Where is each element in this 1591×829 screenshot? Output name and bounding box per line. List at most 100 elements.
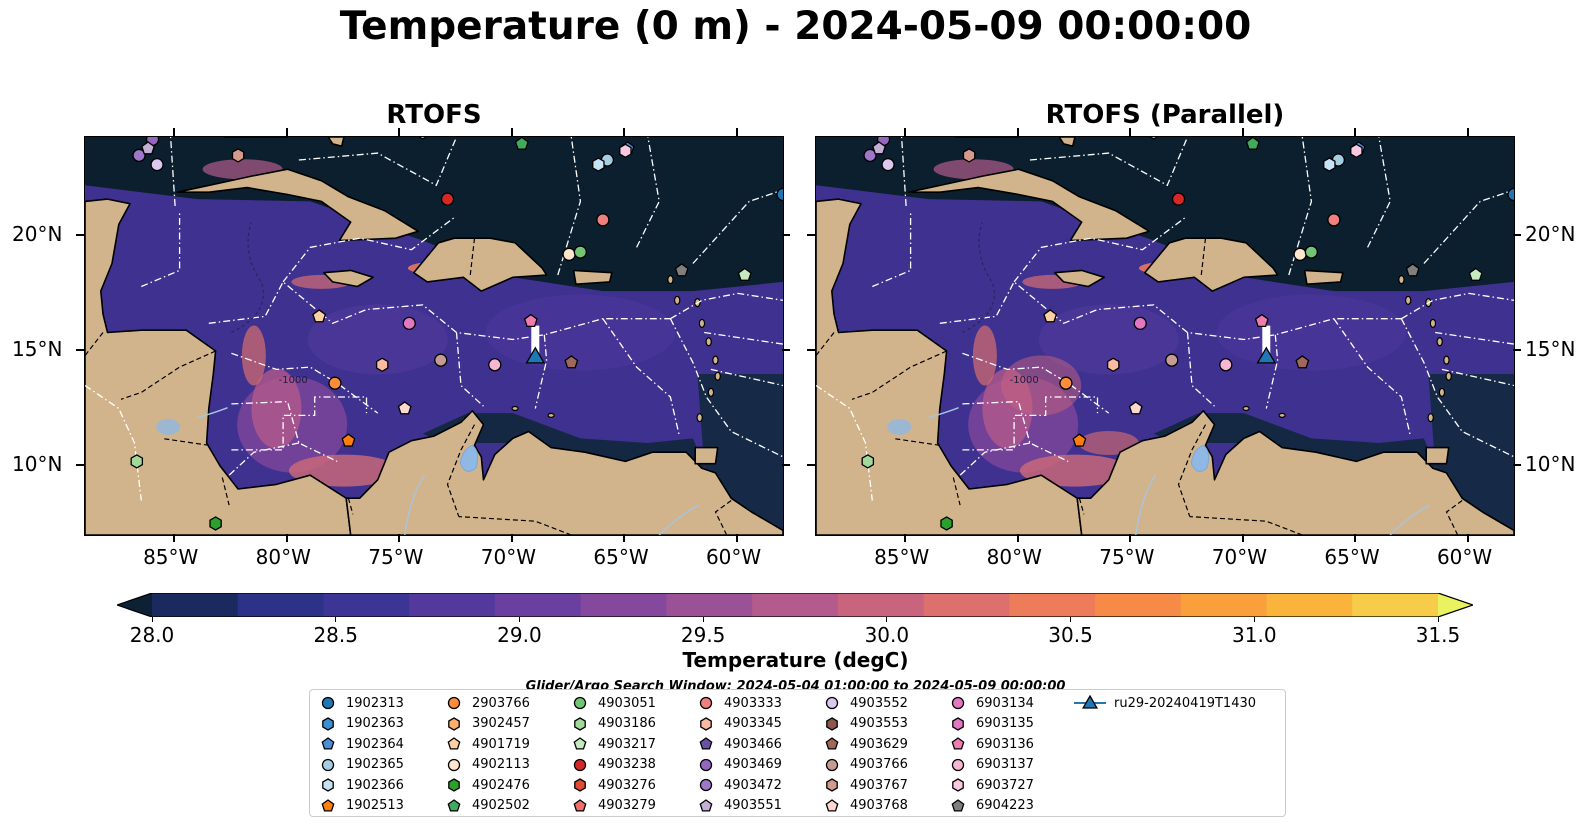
- float-4903552: [150, 157, 164, 172]
- land-small-island: [511, 405, 519, 412]
- legend-marker-icon: [951, 696, 965, 710]
- legend-marker-shape: [447, 758, 461, 771]
- legend-marker-shape: [699, 758, 713, 771]
- legend-marker-icon: [699, 798, 713, 812]
- legend-label: 4903766: [850, 757, 908, 772]
- lon-tick: [1129, 128, 1132, 136]
- lon-tick-label: 70°W: [1211, 545, 1268, 569]
- colorbar: [117, 593, 1473, 617]
- float-4903238: [1171, 192, 1186, 206]
- land-cuba: [907, 168, 1151, 242]
- float-4901719: [312, 309, 327, 323]
- float-4903217: [1468, 267, 1483, 281]
- colorbar-segment: [752, 593, 839, 617]
- colorbar-segment: [237, 593, 324, 617]
- legend-marker-shape: [826, 716, 838, 731]
- legend-marker-icon: [825, 798, 839, 812]
- float-4903472: [132, 148, 146, 163]
- legend-marker-icon: [826, 778, 838, 792]
- lat-tick: [76, 463, 84, 466]
- lake-maracaibo: [459, 444, 479, 472]
- legend-item-1902365: 1902365: [318, 755, 404, 775]
- legend-marker-icon: [574, 778, 586, 792]
- legend-item-6904223: 6904223: [948, 796, 1034, 816]
- legend-label: 4903466: [724, 736, 782, 752]
- float-4902476: [209, 516, 222, 531]
- land-south-america: [1076, 409, 1514, 535]
- legend-item-4903552: 4903552: [822, 693, 908, 713]
- lon-tick: [285, 128, 288, 136]
- legend-marker-shape: [951, 758, 965, 771]
- legend-item-3902457: 3902457: [444, 714, 530, 734]
- float-4903472: [863, 148, 877, 163]
- float-1902313: [776, 187, 783, 202]
- legend-marker-shape: [574, 716, 586, 731]
- float-1902513: [341, 433, 356, 447]
- eez-boundary: [816, 384, 873, 501]
- land-small-island: [698, 318, 706, 328]
- legend-marker-shape: [952, 716, 964, 731]
- legend-marker-shape: [321, 798, 335, 812]
- float-4903767: [962, 148, 976, 163]
- colorbar-tick: [151, 617, 153, 622]
- land-small-island: [667, 275, 674, 285]
- float-3902457: [1149, 137, 1159, 140]
- colorbar-tick-label: 30.5: [1048, 623, 1093, 647]
- legend-marker-icon: [951, 737, 965, 750]
- lat-tick: [807, 348, 815, 351]
- legend-label: 6903136: [976, 736, 1034, 752]
- land-central-america: [85, 198, 352, 535]
- legend: 1902313 1902363 1902364 1902365 1902366 19025…: [309, 689, 1286, 817]
- map-panel-rtofs: -1000: [84, 136, 784, 536]
- eez-boundary: [962, 396, 1099, 451]
- eez-boundary: [1367, 137, 1391, 248]
- legend-item-6903136: 6903136: [948, 734, 1034, 754]
- legend-marker-icon: [321, 696, 335, 710]
- legend-item-4903766: 4903766: [822, 755, 908, 775]
- legend-marker-icon: [951, 758, 965, 771]
- legend-marker-icon: [952, 716, 964, 731]
- eez-boundary: [692, 189, 783, 264]
- legend-marker-icon: [573, 737, 587, 750]
- colorbar-tick-label: 31.5: [1415, 623, 1461, 647]
- legend-marker-shape: [1081, 694, 1099, 709]
- colorbar-tick-label: 29.0: [497, 623, 542, 647]
- legend-label: 6903727: [976, 777, 1034, 793]
- legend-marker-icon: [447, 758, 461, 771]
- legend-marker-icon: [322, 716, 334, 731]
- land-bahamas: [327, 137, 345, 147]
- float-6903136: [1254, 313, 1269, 327]
- legend-marker-icon: [574, 716, 586, 731]
- land-small-island: [547, 412, 555, 418]
- country-border: [221, 477, 230, 506]
- legend-item-4902502: 4902502: [444, 796, 530, 816]
- legend-item-4903238: 4903238: [570, 755, 656, 775]
- float-4903629: [564, 355, 579, 369]
- legend-item-4903629: 4903629: [822, 734, 908, 754]
- legend-item-4903217: 4903217: [570, 734, 656, 754]
- legend-marker-shape: [952, 778, 964, 792]
- float-4903629: [1295, 355, 1310, 369]
- eez-boundary: [1013, 216, 1186, 283]
- float-4903186: [130, 454, 144, 469]
- eez-boundary: [710, 368, 783, 387]
- eez-boundary: [670, 292, 783, 320]
- country-border: [816, 332, 835, 356]
- legend-label: 1902363: [346, 716, 404, 731]
- legend-marker-icon: [447, 798, 461, 812]
- lon-tick: [1466, 534, 1469, 542]
- float-4903051: [1304, 245, 1318, 259]
- legend-marker-shape: [826, 778, 838, 792]
- legend-item-4903767: 4903767: [822, 775, 908, 795]
- colorbar-segment: [409, 593, 496, 617]
- float-6903134: [1133, 316, 1147, 330]
- lon-tick: [1016, 128, 1019, 136]
- float-4903238: [440, 192, 455, 206]
- river: [658, 504, 700, 535]
- legend-item-1902363: 1902363: [318, 714, 404, 734]
- lon-tick: [623, 534, 626, 542]
- legend-item-6903137: 6903137: [948, 755, 1034, 775]
- legend-item-4903333: 4903333: [696, 693, 782, 713]
- lat-tick: [782, 463, 790, 466]
- colorbar-label: Temperature (degC): [682, 648, 909, 672]
